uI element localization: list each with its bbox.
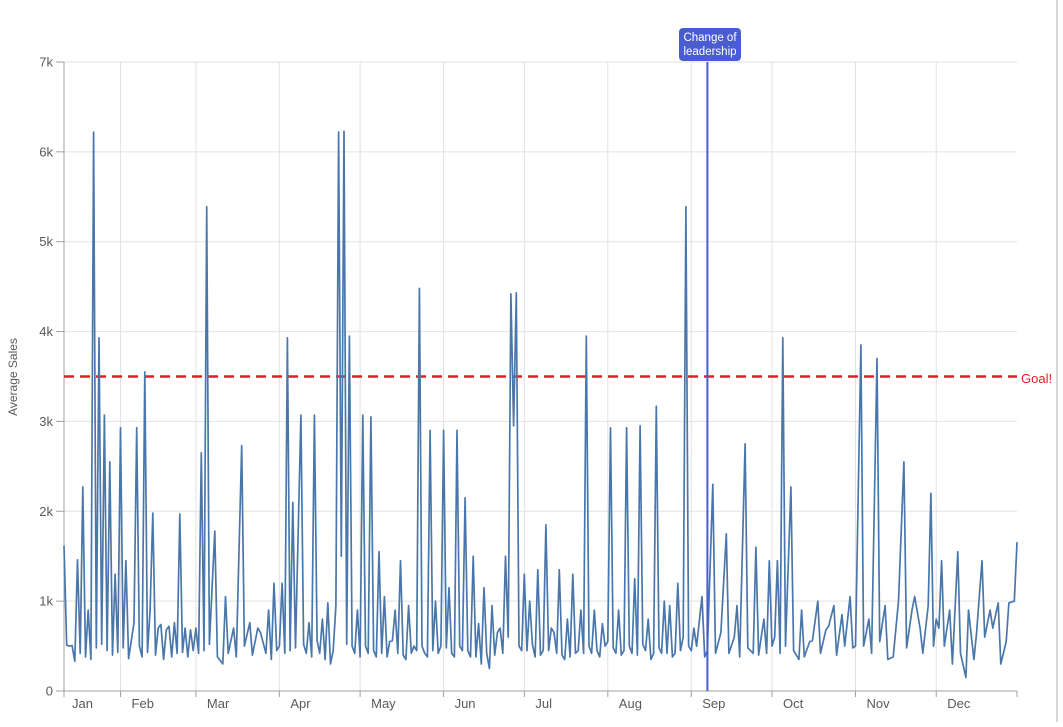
goal-label: Goal! — [1021, 371, 1052, 386]
y-tick-label: 5k — [39, 234, 53, 249]
y-tick-label: 6k — [39, 144, 53, 159]
x-tick-label: Oct — [783, 696, 804, 711]
y-tick-label: 3k — [39, 414, 53, 429]
x-tick-label: Jul — [535, 696, 552, 711]
x-tick-label: Feb — [132, 696, 154, 711]
x-tick-label: May — [371, 696, 396, 711]
sales-line — [63, 130, 1018, 679]
y-axis-title: Average Sales — [6, 338, 20, 416]
y-tick-label: 4k — [39, 324, 53, 339]
x-tick-label: Dec — [947, 696, 971, 711]
x-tick-label: Nov — [866, 696, 890, 711]
x-tick-label: Sep — [702, 696, 725, 711]
y-tick-label: 2k — [39, 504, 53, 519]
y-tick-label: 1k — [39, 594, 53, 609]
reference-badge: Change of leadership — [679, 28, 741, 61]
x-tick-label: Apr — [290, 696, 311, 711]
reference-badge-line2: leadership — [683, 46, 737, 58]
y-tick-label: 7k — [39, 55, 53, 70]
panel-right-border — [1056, 0, 1058, 722]
x-tick-label: Jun — [455, 696, 476, 711]
data-series — [63, 130, 1018, 679]
x-tick-label: Jan — [72, 696, 93, 711]
y-tick-label: 0 — [46, 684, 53, 699]
x-tick-label: Aug — [619, 696, 642, 711]
axes: 0 1k 2k 3k 4k 5k 6k 7k Jan Feb Mar Apr May Jun Jul Aug S… — [39, 55, 1018, 711]
reference-badge-line1: Change of — [683, 32, 737, 44]
x-tick-label: Mar — [207, 696, 230, 711]
